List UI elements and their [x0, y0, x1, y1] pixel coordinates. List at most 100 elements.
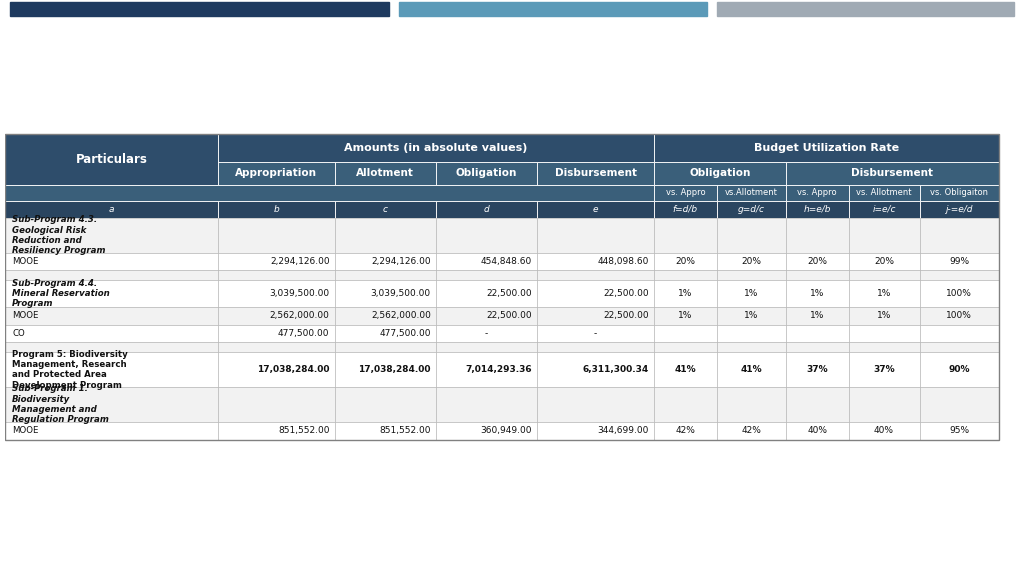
- Text: Program 5: Biodiversity
Management, Research
and Protected Area
Development Prog: Program 5: Biodiversity Management, Rese…: [12, 350, 128, 390]
- Text: c: c: [383, 205, 388, 214]
- Bar: [920, 343, 998, 353]
- Text: 2,562,000.00: 2,562,000.00: [269, 311, 330, 320]
- Bar: [849, 422, 920, 439]
- Bar: [5, 270, 218, 280]
- Bar: [335, 343, 436, 353]
- Bar: [785, 387, 849, 422]
- Bar: [654, 280, 717, 307]
- Bar: [849, 307, 920, 325]
- Bar: [218, 253, 335, 270]
- Text: vs. Appro: vs. Appro: [798, 188, 837, 198]
- Text: Amounts (in absolute values): Amounts (in absolute values): [344, 143, 527, 153]
- Text: 22,500.00: 22,500.00: [486, 289, 532, 298]
- Text: Sub-Program 4.3.
Geological Risk
Reduction and
Resiliency Program: Sub-Program 4.3. Geological Risk Reducti…: [12, 215, 105, 255]
- Text: 344,699.00: 344,699.00: [597, 426, 649, 435]
- Text: Disbursement: Disbursement: [555, 168, 637, 179]
- Bar: [335, 253, 436, 270]
- Text: 37%: 37%: [873, 365, 895, 374]
- Text: Appropriation: Appropriation: [236, 168, 317, 179]
- Bar: [5, 325, 218, 343]
- Text: 1%: 1%: [877, 289, 891, 298]
- Bar: [538, 280, 654, 307]
- Bar: [436, 387, 538, 422]
- Bar: [717, 185, 785, 201]
- Bar: [5, 253, 218, 270]
- Bar: [218, 325, 335, 343]
- Text: 7,014,293.36: 7,014,293.36: [466, 365, 532, 374]
- Bar: [436, 280, 538, 307]
- Bar: [785, 353, 849, 387]
- Bar: [920, 422, 998, 439]
- Bar: [218, 201, 335, 218]
- Text: vs.Allotment: vs.Allotment: [725, 188, 777, 198]
- Bar: [218, 422, 335, 439]
- Bar: [785, 343, 849, 353]
- Bar: [335, 325, 436, 343]
- Bar: [436, 422, 538, 439]
- Text: 22,500.00: 22,500.00: [603, 311, 649, 320]
- Text: 3,039,500.00: 3,039,500.00: [371, 289, 431, 298]
- Text: CO: CO: [12, 329, 25, 338]
- Bar: [218, 134, 654, 162]
- Bar: [436, 325, 538, 343]
- Bar: [218, 307, 335, 325]
- Bar: [436, 270, 538, 280]
- Bar: [920, 325, 998, 343]
- Bar: [5, 387, 218, 422]
- Text: i=e/c: i=e/c: [872, 205, 896, 214]
- Text: 41%: 41%: [740, 365, 762, 374]
- Text: FY 2023 APPROPRIATIONS AS OF JUNE 16, 2023: FY 2023 APPROPRIATIONS AS OF JUNE 16, 20…: [18, 91, 540, 110]
- Bar: [436, 201, 538, 218]
- Bar: [920, 353, 998, 387]
- Text: 448,098.60: 448,098.60: [597, 257, 649, 266]
- Text: Sub-Program 4.4.
Mineral Reservation
Program: Sub-Program 4.4. Mineral Reservation Pro…: [12, 279, 110, 308]
- Bar: [218, 387, 335, 422]
- Text: MOOE: MOOE: [12, 426, 39, 435]
- Bar: [218, 280, 335, 307]
- Text: 1%: 1%: [678, 311, 692, 320]
- Bar: [538, 325, 654, 343]
- Bar: [538, 422, 654, 439]
- Bar: [5, 353, 218, 387]
- Bar: [785, 280, 849, 307]
- Bar: [717, 280, 785, 307]
- Bar: [538, 253, 654, 270]
- Bar: [920, 387, 998, 422]
- Bar: [785, 325, 849, 343]
- Bar: [436, 343, 538, 353]
- Text: 1%: 1%: [744, 289, 759, 298]
- Bar: [654, 201, 717, 218]
- Text: d: d: [483, 205, 489, 214]
- Bar: [5, 307, 218, 325]
- Bar: [436, 253, 538, 270]
- Bar: [785, 422, 849, 439]
- Text: -: -: [594, 329, 597, 338]
- Bar: [717, 325, 785, 343]
- Text: 2,294,126.00: 2,294,126.00: [372, 257, 431, 266]
- Text: 6,311,300.34: 6,311,300.34: [583, 365, 649, 374]
- Bar: [538, 343, 654, 353]
- Bar: [920, 280, 998, 307]
- Text: 17,038,284.00: 17,038,284.00: [257, 365, 330, 374]
- Bar: [436, 218, 538, 253]
- Text: MOOE: MOOE: [12, 311, 39, 320]
- Text: 37%: 37%: [806, 365, 828, 374]
- Text: 1%: 1%: [810, 289, 824, 298]
- Bar: [849, 387, 920, 422]
- Text: 2,294,126.00: 2,294,126.00: [270, 257, 330, 266]
- Bar: [538, 218, 654, 253]
- Text: -: -: [485, 329, 488, 338]
- Text: 41%: 41%: [675, 365, 696, 374]
- Bar: [436, 307, 538, 325]
- Text: j-=e/d: j-=e/d: [945, 205, 973, 214]
- Bar: [849, 185, 920, 201]
- Text: Budget Utilization Rate: Budget Utilization Rate: [754, 143, 899, 153]
- Bar: [717, 218, 785, 253]
- Bar: [335, 353, 436, 387]
- Bar: [849, 353, 920, 387]
- Bar: [654, 218, 717, 253]
- Bar: [920, 307, 998, 325]
- Bar: [717, 201, 785, 218]
- Bar: [785, 307, 849, 325]
- Bar: [218, 270, 335, 280]
